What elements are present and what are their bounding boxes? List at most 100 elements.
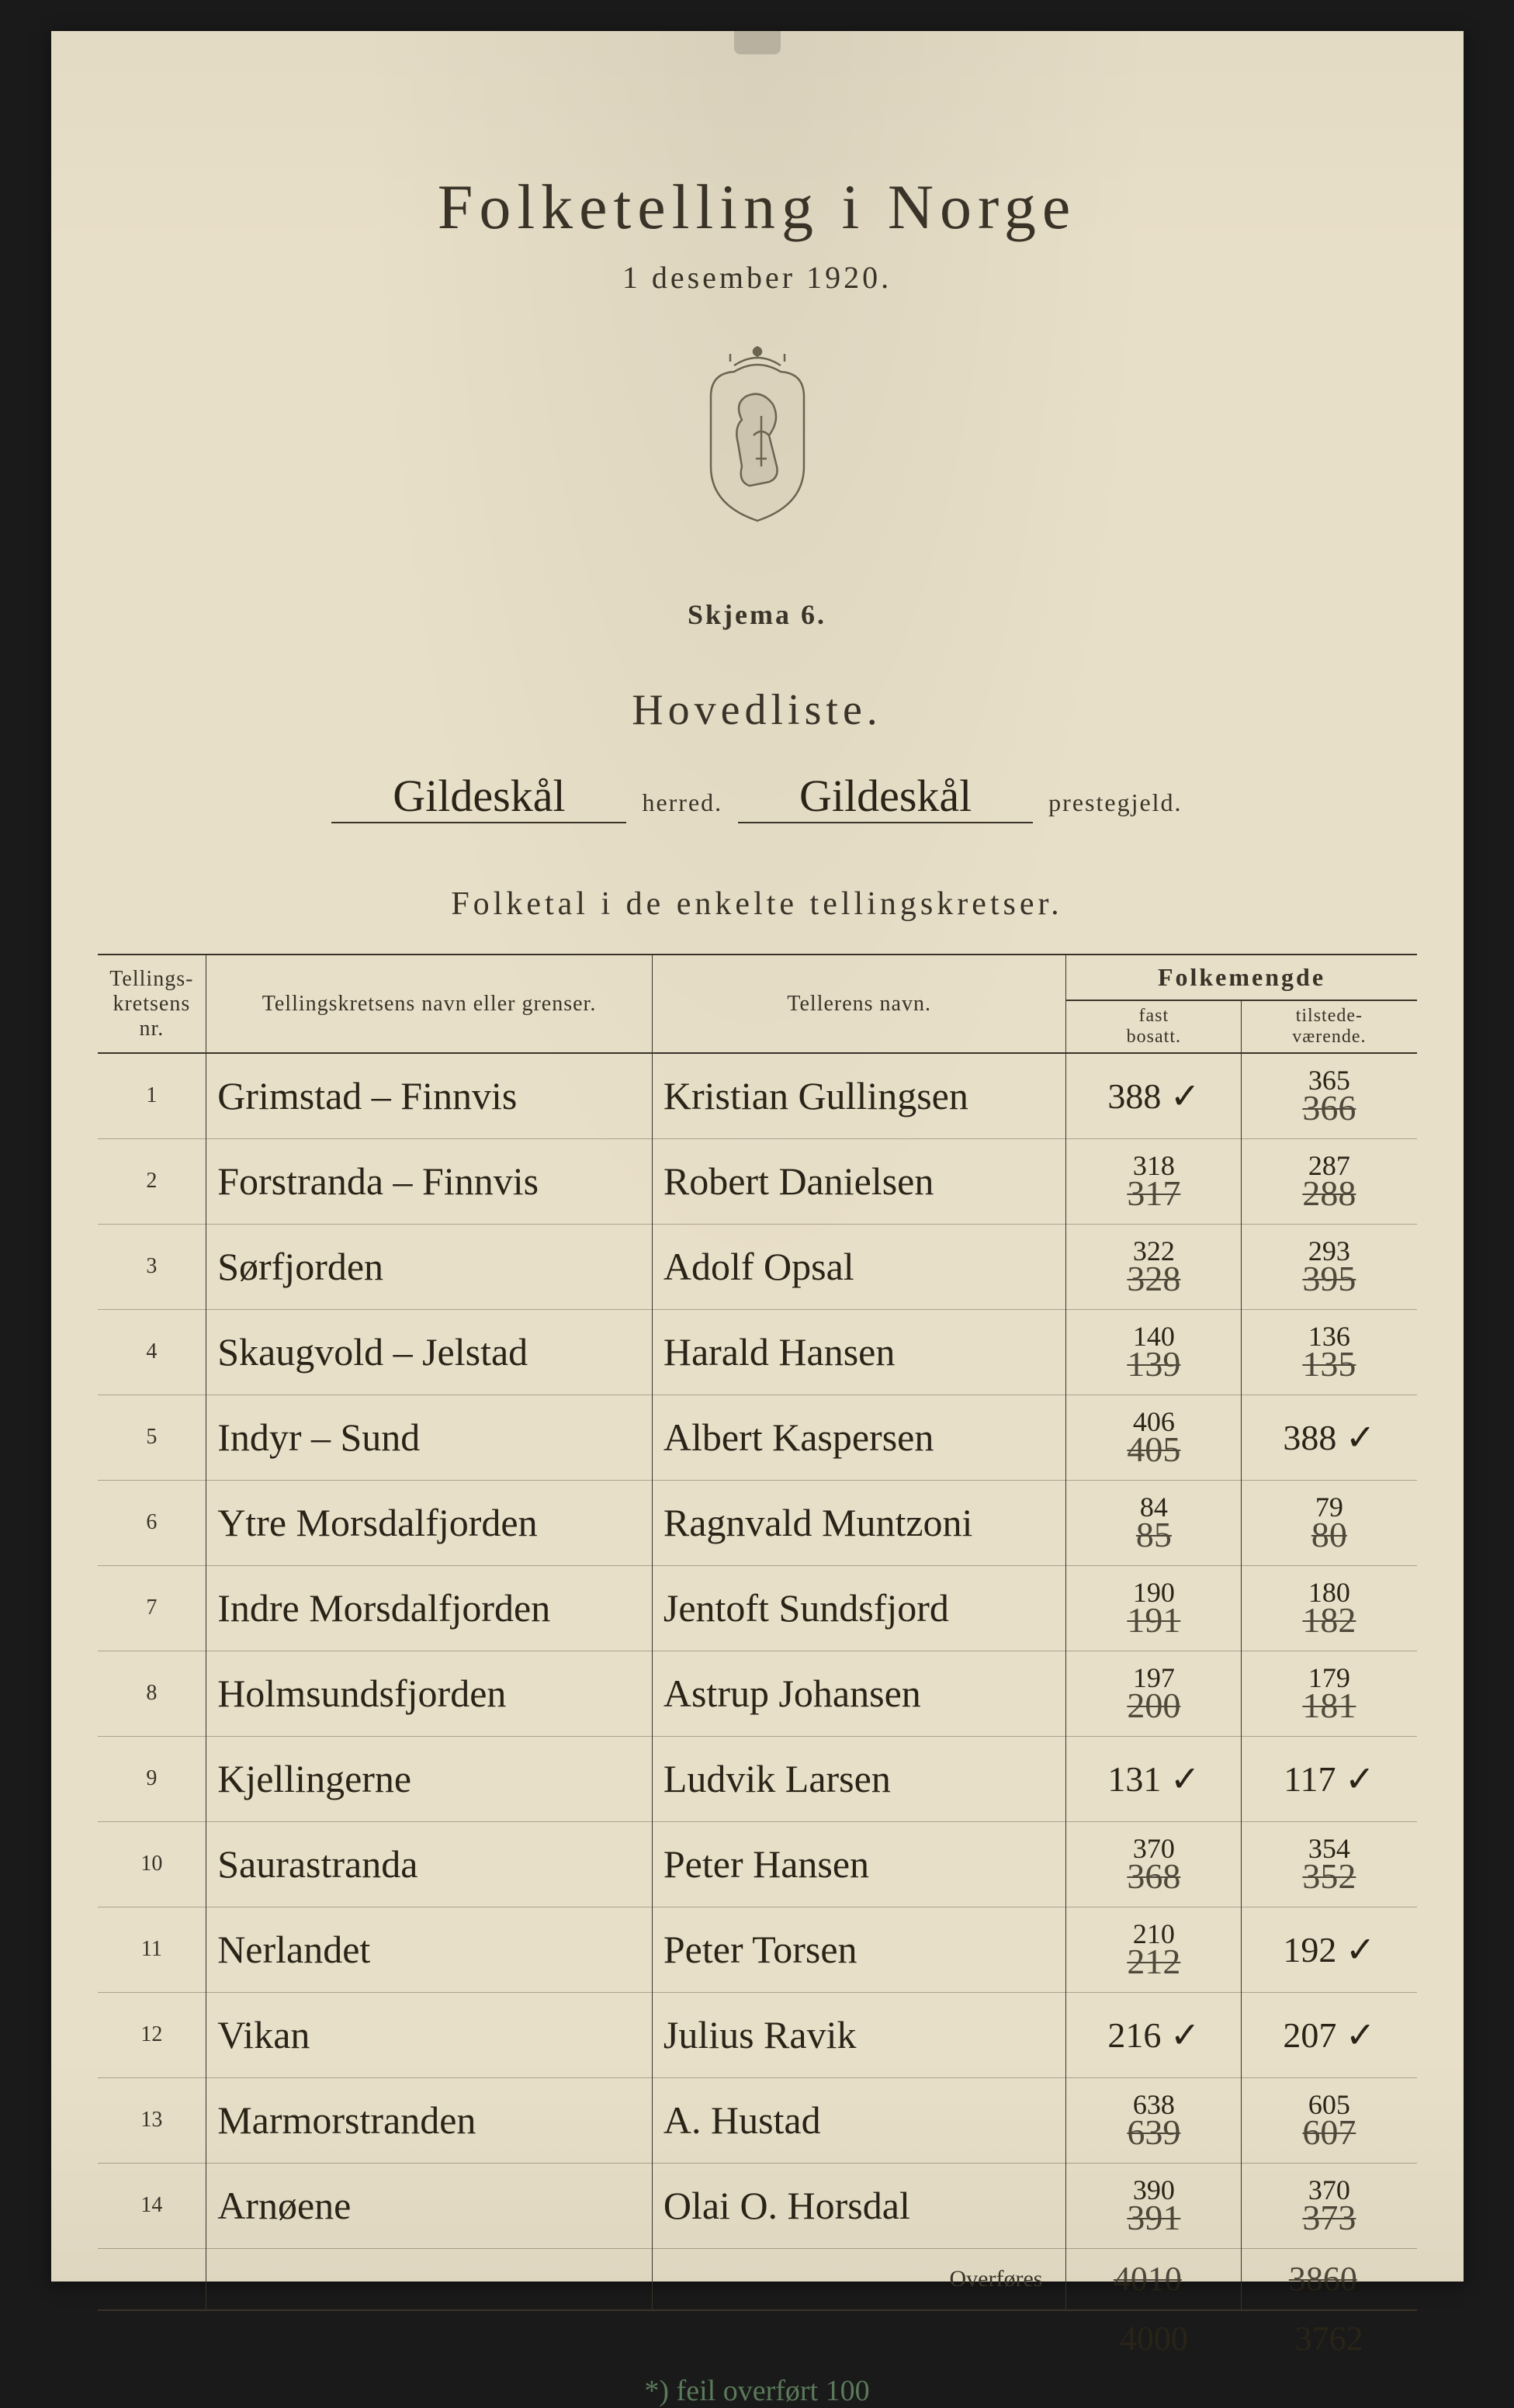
cell-teller: Peter Torsen (652, 1907, 1066, 1992)
cell-name: Skaugvold – Jelstad (206, 1309, 653, 1395)
extra-fast: 4000 (1066, 2310, 1242, 2366)
overfores-label: Overføres (652, 2248, 1066, 2310)
cell-tilstede: 370373 (1242, 2163, 1417, 2248)
cell-teller: Adolf Opsal (652, 1224, 1066, 1309)
herred-label: herred. (642, 788, 722, 817)
main-title: Folketelling i Norge (98, 171, 1417, 244)
table-row: 13MarmorstrandenA. Hustad638639605607 (98, 2077, 1417, 2163)
cell-tilstede: 293395 (1242, 1224, 1417, 1309)
cell-tilstede: 192 ✓ (1242, 1907, 1417, 1992)
table-body: 1Grimstad – FinnvisKristian Gullingsen38… (98, 1053, 1417, 2366)
cell-fast: 197200 (1066, 1651, 1242, 1736)
cell-teller: Kristian Gullingsen (652, 1053, 1066, 1138)
prestegjeld-value: Gildeskål (738, 774, 1033, 823)
col-fast: fast bosatt. (1066, 1000, 1242, 1053)
cell-teller: Albert Kaspersen (652, 1395, 1066, 1480)
cell-nr: 9 (98, 1736, 206, 1821)
cell-fast: 8485 (1066, 1480, 1242, 1565)
table-row: 8HolmsundsfjordenAstrup Johansen19720017… (98, 1651, 1417, 1736)
cell-name: Kjellingerne (206, 1736, 653, 1821)
table-row: 11NerlandetPeter Torsen210212192 ✓ (98, 1907, 1417, 1992)
cell-tilstede: 605607 (1242, 2077, 1417, 2163)
cell-nr: 8 (98, 1651, 206, 1736)
cell-tilstede: 179181 (1242, 1651, 1417, 1736)
cell-tilstede: 117 ✓ (1242, 1736, 1417, 1821)
cell-tilstede: 7980 (1242, 1480, 1417, 1565)
section-title: Folketal i de enkelte tellingskretser. (98, 885, 1417, 923)
overfores-row: Overføres40103860 (98, 2248, 1417, 2310)
col-teller: Tellerens navn. (652, 955, 1066, 1053)
cell-nr: 11 (98, 1907, 206, 1992)
cell-nr: 10 (98, 1821, 206, 1907)
cell-nr: 12 (98, 1992, 206, 2077)
cell-tilstede: 354352 (1242, 1821, 1417, 1907)
schema-line: Skjema 6. (98, 598, 1417, 631)
cell-fast: 370368 (1066, 1821, 1242, 1907)
date-line: 1 desember 1920. (98, 259, 1417, 296)
cell-fast: 406405 (1066, 1395, 1242, 1480)
cell-nr: 1 (98, 1053, 206, 1138)
extra-til: 3762 (1242, 2310, 1417, 2366)
col-name: Tellingskretsens navn eller grenser. (206, 955, 653, 1053)
table-row: 7Indre MorsdalfjordenJentoft Sundsfjord1… (98, 1565, 1417, 1651)
cell-teller: Julius Ravik (652, 1992, 1066, 2077)
col-tilstede: tilstede- værende. (1242, 1000, 1417, 1053)
cell-fast: 388 ✓ (1066, 1053, 1242, 1138)
cell-name: Arnøene (206, 2163, 653, 2248)
cell-fast: 322328 (1066, 1224, 1242, 1309)
cell-nr: 6 (98, 1480, 206, 1565)
cell-fast: 140139 (1066, 1309, 1242, 1395)
cell-tilstede: 365366 (1242, 1053, 1417, 1138)
table-header: Tellings- kretsens nr. Tellingskretsens … (98, 955, 1417, 1053)
cell-name: Sørfjorden (206, 1224, 653, 1309)
overfores-fast: 4010 (1066, 2248, 1242, 2310)
header-block: Folketelling i Norge 1 desember 1920. Sk… (98, 171, 1417, 923)
cell-nr: 2 (98, 1138, 206, 1224)
cell-fast: 638639 (1066, 2077, 1242, 2163)
cell-name: Nerlandet (206, 1907, 653, 1992)
prestegjeld-label: prestegjeld. (1048, 788, 1182, 817)
cell-teller: Ragnvald Muntzoni (652, 1480, 1066, 1565)
table-row: 5Indyr – SundAlbert Kaspersen406405388 ✓ (98, 1395, 1417, 1480)
corrected-totals-row: 40003762 (98, 2310, 1417, 2366)
cell-teller: Ludvik Larsen (652, 1736, 1066, 1821)
cell-name: Marmorstranden (206, 2077, 653, 2163)
cell-fast: 190191 (1066, 1565, 1242, 1651)
document-page: Folketelling i Norge 1 desember 1920. Sk… (51, 31, 1464, 2282)
list-heading: Hovedliste. (98, 685, 1417, 735)
cell-fast: 210212 (1066, 1907, 1242, 1992)
cell-tilstede: 136135 (1242, 1309, 1417, 1395)
cell-fast: 318317 (1066, 1138, 1242, 1224)
cell-tilstede: 180182 (1242, 1565, 1417, 1651)
table-row: 1Grimstad – FinnvisKristian Gullingsen38… (98, 1053, 1417, 1138)
cell-nr: 3 (98, 1224, 206, 1309)
cell-name: Grimstad – Finnvis (206, 1053, 653, 1138)
cell-name: Holmsundsfjorden (206, 1651, 653, 1736)
table-row: 4Skaugvold – JelstadHarald Hansen1401391… (98, 1309, 1417, 1395)
coat-of-arms-icon (98, 342, 1417, 528)
cell-teller: Jentoft Sundsfjord (652, 1565, 1066, 1651)
cell-name: Vikan (206, 1992, 653, 2077)
herred-value: Gildeskål (331, 774, 626, 823)
cell-nr: 7 (98, 1565, 206, 1651)
cell-tilstede: 388 ✓ (1242, 1395, 1417, 1480)
table-row: 2Forstranda – FinnvisRobert Danielsen318… (98, 1138, 1417, 1224)
cell-teller: Robert Danielsen (652, 1138, 1066, 1224)
locality-line: Gildeskål herred. Gildeskål prestegjeld. (98, 774, 1417, 823)
footnote: *) feil overført 100 (98, 2374, 1417, 2408)
cell-fast: 131 ✓ (1066, 1736, 1242, 1821)
table-row: 3SørfjordenAdolf Opsal322328293395 (98, 1224, 1417, 1309)
cell-name: Indre Morsdalfjorden (206, 1565, 653, 1651)
table-row: 9KjellingerneLudvik Larsen131 ✓117 ✓ (98, 1736, 1417, 1821)
cell-tilstede: 287288 (1242, 1138, 1417, 1224)
overfores-til: 3860 (1242, 2248, 1417, 2310)
cell-nr: 14 (98, 2163, 206, 2248)
cell-fast: 390391 (1066, 2163, 1242, 2248)
cell-nr: 4 (98, 1309, 206, 1395)
table-row: 14ArnøeneOlai O. Horsdal390391370373 (98, 2163, 1417, 2248)
cell-name: Ytre Morsdalfjorden (206, 1480, 653, 1565)
cell-teller: Peter Hansen (652, 1821, 1066, 1907)
cell-name: Saurastranda (206, 1821, 653, 1907)
cell-name: Forstranda – Finnvis (206, 1138, 653, 1224)
table-row: 12VikanJulius Ravik216 ✓207 ✓ (98, 1992, 1417, 2077)
